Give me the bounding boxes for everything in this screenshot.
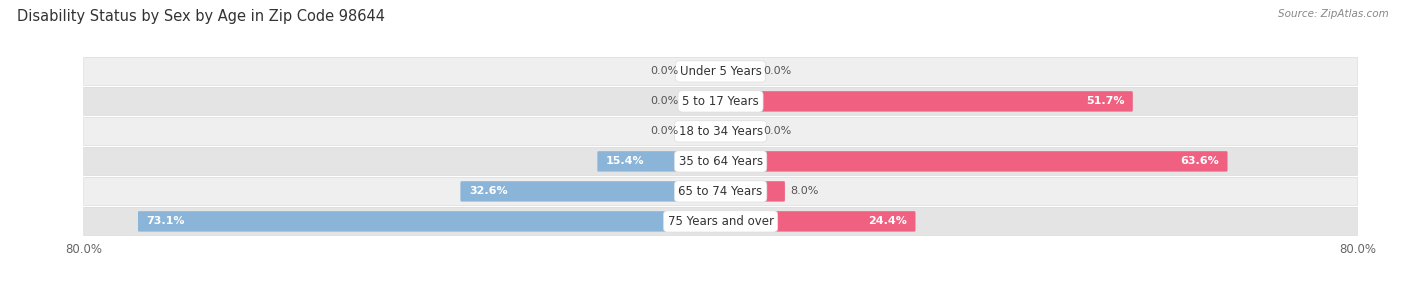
FancyBboxPatch shape: [84, 87, 1357, 116]
Text: 75 Years and over: 75 Years and over: [668, 215, 773, 228]
Text: 15.4%: 15.4%: [606, 156, 644, 167]
Text: 32.6%: 32.6%: [470, 186, 508, 196]
FancyBboxPatch shape: [84, 57, 1357, 85]
FancyBboxPatch shape: [720, 121, 756, 142]
FancyBboxPatch shape: [84, 117, 1357, 145]
Text: 73.1%: 73.1%: [146, 217, 186, 226]
Text: 0.0%: 0.0%: [763, 66, 792, 76]
Text: Under 5 Years: Under 5 Years: [679, 65, 762, 78]
FancyBboxPatch shape: [685, 61, 721, 82]
Text: 0.0%: 0.0%: [650, 96, 678, 106]
FancyBboxPatch shape: [598, 151, 721, 172]
FancyBboxPatch shape: [685, 121, 721, 142]
FancyBboxPatch shape: [720, 91, 1133, 112]
FancyBboxPatch shape: [720, 151, 1227, 172]
Text: 51.7%: 51.7%: [1085, 96, 1125, 106]
Text: 35 to 64 Years: 35 to 64 Years: [679, 155, 762, 168]
FancyBboxPatch shape: [720, 211, 915, 231]
Text: 0.0%: 0.0%: [763, 126, 792, 136]
FancyBboxPatch shape: [720, 61, 756, 82]
FancyBboxPatch shape: [84, 207, 1357, 235]
Text: 65 to 74 Years: 65 to 74 Years: [679, 185, 762, 198]
Text: 0.0%: 0.0%: [650, 66, 678, 76]
FancyBboxPatch shape: [460, 181, 721, 202]
Text: 24.4%: 24.4%: [868, 217, 907, 226]
FancyBboxPatch shape: [138, 211, 721, 231]
FancyBboxPatch shape: [720, 181, 785, 202]
Text: Source: ZipAtlas.com: Source: ZipAtlas.com: [1278, 9, 1389, 19]
FancyBboxPatch shape: [84, 177, 1357, 206]
Text: 18 to 34 Years: 18 to 34 Years: [679, 125, 762, 138]
Text: Disability Status by Sex by Age in Zip Code 98644: Disability Status by Sex by Age in Zip C…: [17, 9, 385, 24]
Text: 5 to 17 Years: 5 to 17 Years: [682, 95, 759, 108]
Text: 63.6%: 63.6%: [1180, 156, 1219, 167]
FancyBboxPatch shape: [84, 147, 1357, 175]
Text: 0.0%: 0.0%: [650, 126, 678, 136]
Text: 8.0%: 8.0%: [790, 186, 820, 196]
FancyBboxPatch shape: [685, 91, 721, 112]
